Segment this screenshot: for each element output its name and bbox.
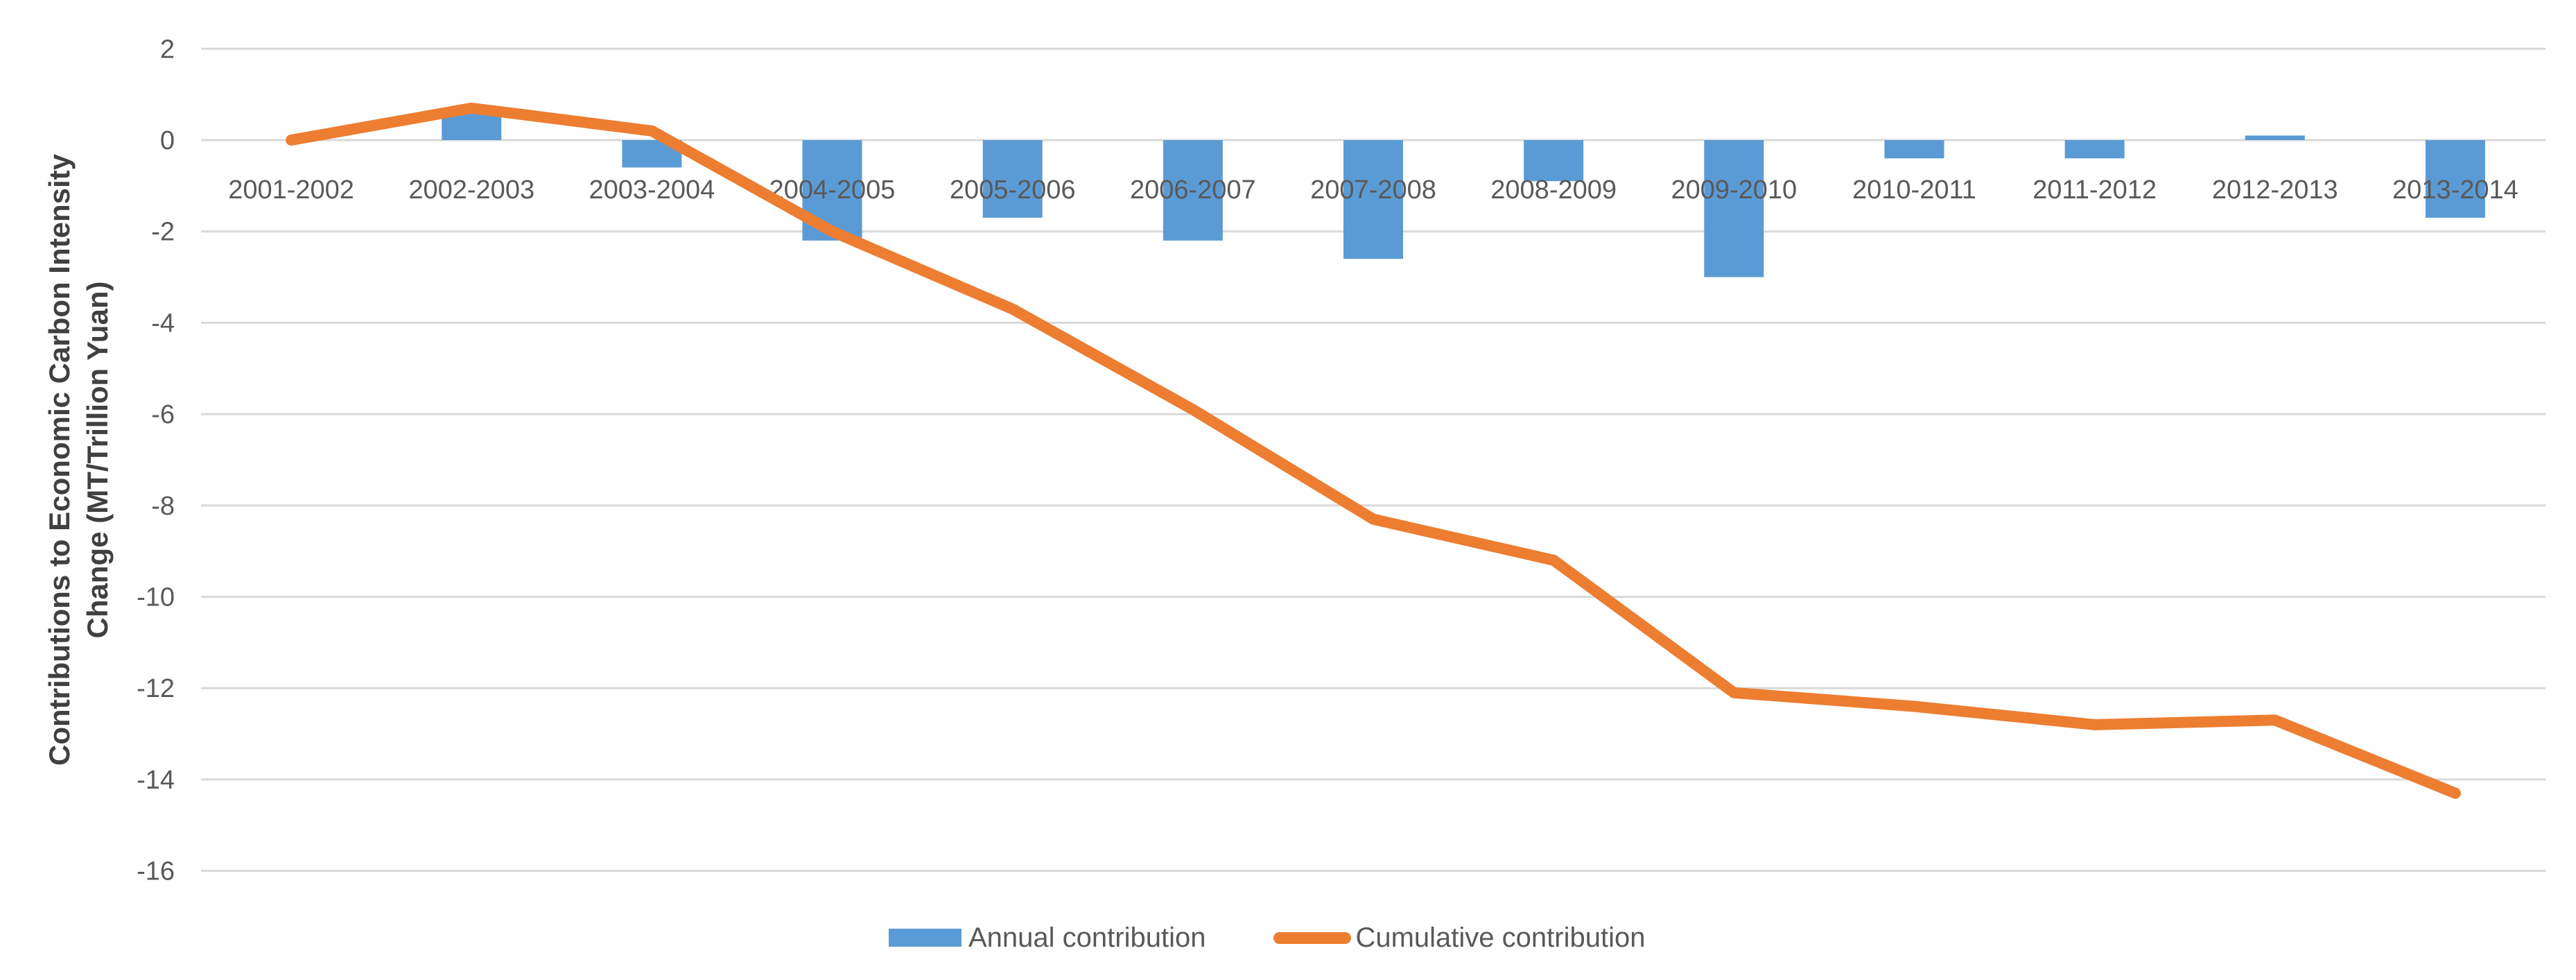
y-tick-label: -8 [151, 492, 175, 521]
category-label: 2004-2005 [769, 175, 896, 205]
category-label: 2006-2007 [1130, 175, 1256, 205]
y-tick-label: -2 [151, 218, 175, 247]
legend-item-cumulative: Cumulative contribution [1273, 922, 1645, 954]
category-label: 2011-2012 [2033, 175, 2157, 205]
category-label: 2008-2009 [1490, 175, 1617, 205]
category-label: 2002-2003 [408, 175, 534, 205]
cumulative-line-swatch [1273, 931, 1352, 944]
cumulative-line [286, 102, 2461, 799]
annual-bar [1884, 140, 1944, 159]
annual-bar [1343, 140, 1403, 259]
annual-bar [1163, 140, 1223, 241]
annual-bar [1704, 140, 1764, 277]
annual-bar [1524, 140, 1584, 182]
y-tick-label: -10 [137, 583, 175, 612]
annual-bar [982, 140, 1043, 218]
y-tick-label: -4 [151, 309, 175, 338]
category-label: 2012-2013 [2212, 175, 2338, 205]
legend-item-annual: Annual contribution [889, 922, 1206, 954]
y-tick-label: -12 [137, 674, 175, 703]
annual-bar [2064, 140, 2125, 159]
y-axis-title-line1: Contributions to Economic Carbon Intensi… [43, 153, 76, 766]
y-tick-label: 0 [160, 126, 175, 155]
category-axis-labels: 2001-2002 2002-2003 2003-2004 2004-2005 2005… [228, 175, 2518, 205]
y-tick-label: -14 [137, 766, 175, 795]
category-label: 2003-2004 [589, 175, 715, 205]
category-label: 2007-2008 [1310, 175, 1436, 205]
category-label: 2009-2010 [1671, 175, 1797, 205]
category-label: 2013-2014 [2392, 175, 2518, 205]
y-tick-label: 2 [160, 35, 175, 64]
y-tick-label: -16 [137, 857, 175, 886]
y-axis-tick-labels: 2 0 -2 -4 -6 -8 -10 -12 -14 -16 [137, 35, 175, 886]
annual-bar [2425, 140, 2485, 218]
y-tick-label: -6 [151, 400, 175, 429]
annual-bar [2245, 135, 2305, 140]
annual-bar-swatch [889, 929, 961, 947]
y-axis-title-line2: Change (MT/Trillion Yuan) [81, 282, 114, 639]
category-label: 2005-2006 [950, 175, 1076, 205]
category-label: 2010-2011 [1852, 175, 1976, 205]
legend-label-cumulative: Cumulative contribution [1355, 922, 1646, 953]
annual-bar-series [442, 112, 2485, 277]
legend-label-annual: Annual contribution [968, 922, 1206, 953]
gridlines [201, 47, 2545, 872]
category-label: 2001-2002 [228, 175, 354, 205]
legend: Annual contribution Cumulative contribut… [889, 917, 1645, 958]
